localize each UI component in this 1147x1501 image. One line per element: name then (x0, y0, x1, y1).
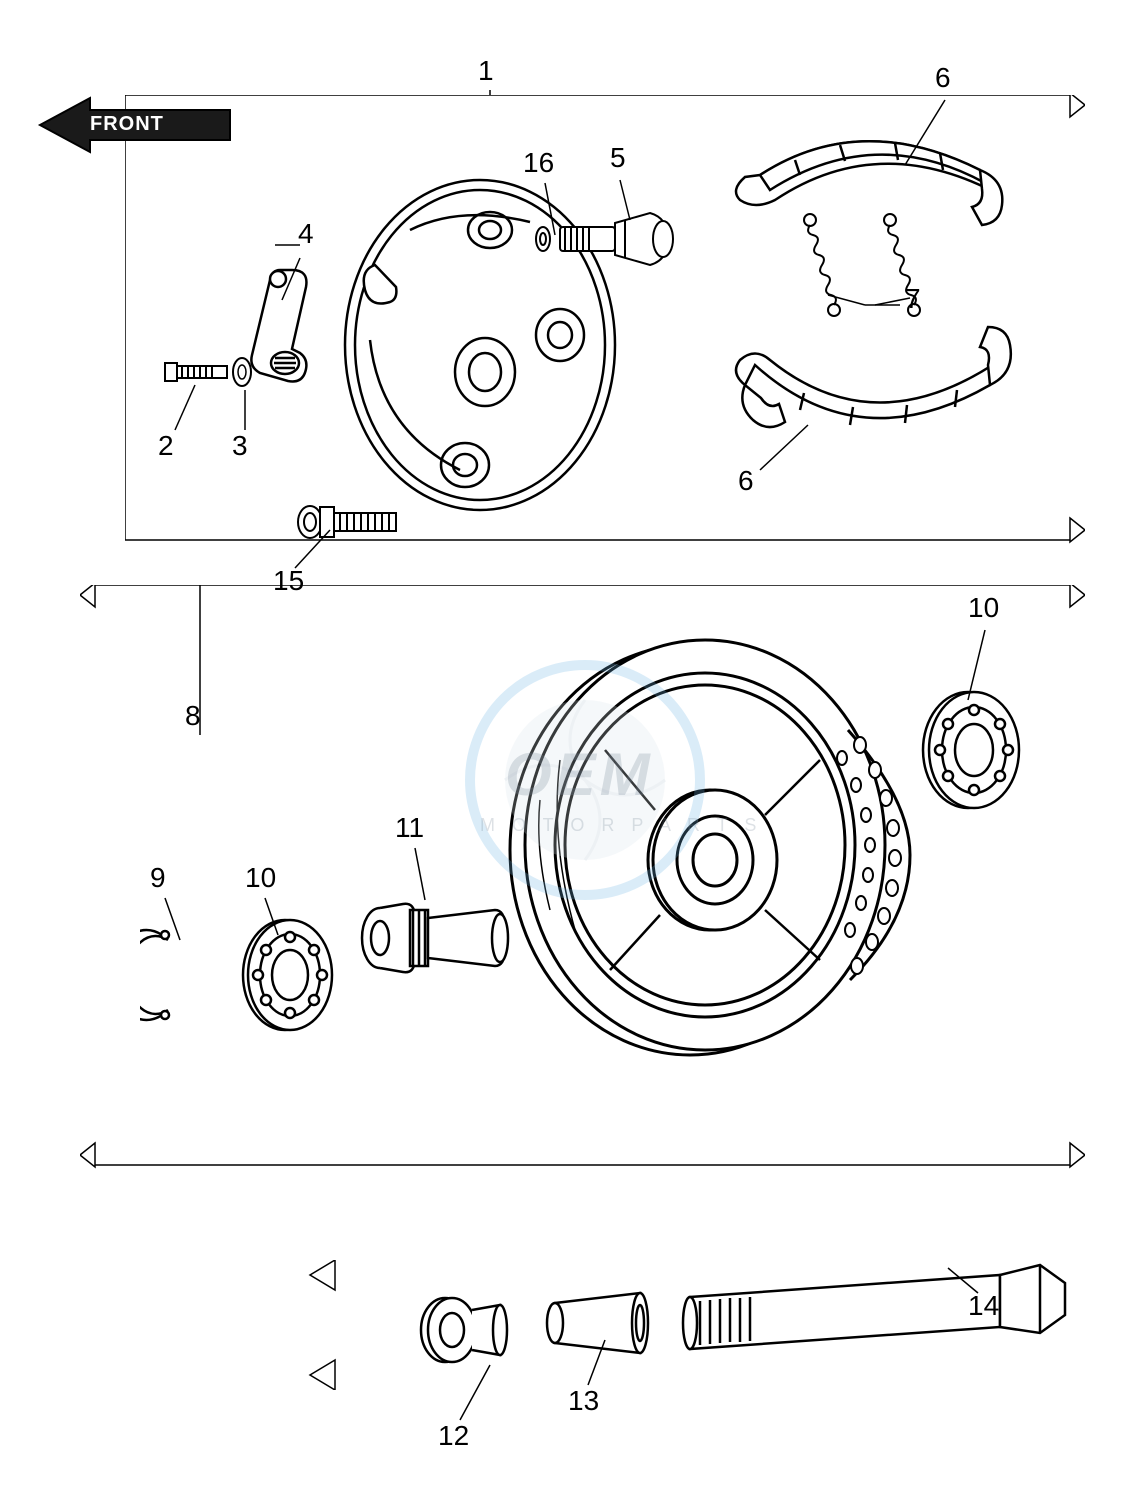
callout-5: 5 (610, 142, 626, 174)
callout-16: 16 (523, 147, 554, 179)
callout-6a: 6 (935, 62, 951, 94)
callout-2: 2 (158, 430, 174, 462)
front-label: FRONT (90, 113, 164, 136)
callout-10b: 10 (968, 592, 999, 624)
callout-12: 12 (438, 1420, 469, 1452)
callout-9: 9 (150, 862, 166, 894)
callout-8: 8 (185, 700, 201, 732)
callout-13: 13 (568, 1385, 599, 1417)
callout-15: 15 (273, 565, 304, 597)
callout-7: 7 (905, 283, 921, 315)
callout-11: 11 (395, 812, 424, 844)
callout-14: 14 (968, 1290, 999, 1322)
callout-6b: 6 (738, 465, 754, 497)
callout-3: 3 (232, 430, 248, 462)
leader-lines (0, 0, 1147, 1501)
callout-10a: 10 (245, 862, 276, 894)
callout-1: 1 (478, 55, 494, 87)
callout-4: 4 (298, 218, 314, 250)
